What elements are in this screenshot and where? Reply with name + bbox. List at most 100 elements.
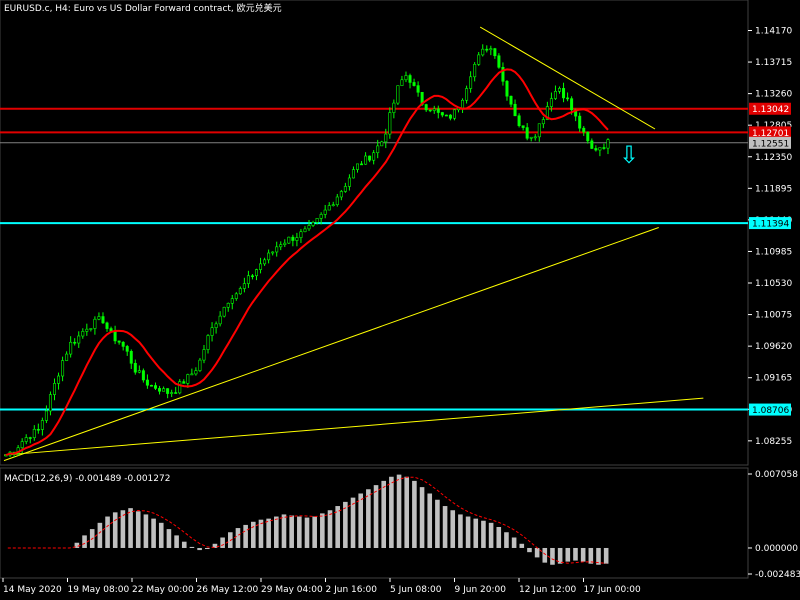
candle-body (154, 385, 158, 389)
candle-body (166, 388, 170, 394)
candle-body (473, 64, 477, 78)
candle-body (343, 186, 347, 192)
time-label: 19 May 08:00 (68, 585, 130, 595)
price-tick-label: 1.12350 (755, 153, 792, 163)
time-label: 9 Jun 20:00 (455, 585, 507, 595)
candle-body (267, 252, 271, 261)
trend-line (3, 227, 659, 462)
candle-body (541, 119, 545, 125)
price-badge (749, 136, 791, 149)
candle-body (170, 392, 174, 394)
candle-body (182, 381, 186, 384)
candle-body (210, 327, 214, 336)
candle-body (113, 331, 117, 342)
candle-body (339, 191, 343, 198)
price-badge-label: 1.12551 (752, 139, 789, 149)
time-label: 22 May 00:00 (132, 585, 194, 595)
candle-body (549, 98, 553, 107)
time-label: 17 Jun 00:00 (584, 585, 641, 595)
candle-body (194, 370, 198, 375)
price-badge (749, 126, 791, 139)
macd-tick-label: 0.000000 (755, 544, 798, 554)
candle-body (198, 359, 202, 371)
time-label: 29 May 04:00 (261, 585, 323, 595)
candles-group (4, 44, 610, 458)
candle-body (529, 136, 533, 139)
chart-title: EURUSD.c, H4: Euro vs US Dollar Forward … (4, 2, 282, 14)
candle-body (570, 98, 574, 111)
macd-histogram (7, 474, 609, 565)
macd-title: MACD(12,26,9) -0.001489 -0.001272 (4, 474, 170, 484)
candle-body (521, 125, 525, 128)
candle-body (218, 315, 222, 325)
candle-body (582, 127, 586, 133)
candle-body (234, 293, 238, 299)
candle-body (299, 231, 303, 238)
candle-body (428, 109, 432, 112)
price-tick-label: 1.14170 (755, 26, 792, 36)
time-label: 5 Jun 08:00 (390, 585, 442, 595)
candle-body (590, 140, 594, 149)
candle-body (505, 80, 509, 97)
candle-body (416, 85, 420, 93)
candle-body (452, 109, 456, 119)
candle-body (97, 316, 101, 320)
candle-body (444, 114, 448, 117)
price-badge-label: 1.08706 (752, 406, 789, 416)
candle-body (20, 441, 24, 449)
candle-body (384, 133, 388, 143)
candle-body (566, 97, 570, 100)
candle-body (242, 283, 246, 289)
price-tick-label: 1.09620 (755, 342, 792, 352)
candle-body (355, 163, 359, 170)
candle-body (137, 370, 141, 373)
candle-body (214, 323, 218, 328)
candle-body (509, 95, 513, 105)
candle-body (562, 88, 566, 99)
candle-body (485, 48, 489, 51)
candle-body (238, 288, 242, 295)
candle-body (497, 55, 501, 68)
candle-body (263, 259, 267, 265)
candle-body (347, 177, 351, 187)
candle-body (598, 147, 602, 151)
candle-body (412, 82, 416, 86)
candle-body (250, 275, 254, 278)
candle-body (477, 54, 481, 65)
candle-body (335, 196, 339, 206)
candle-body (32, 428, 36, 438)
candle-body (226, 302, 230, 308)
candle-body (545, 106, 549, 120)
candle-body (578, 115, 582, 129)
candle-body (533, 136, 537, 139)
candle-body (279, 244, 283, 248)
candle-body (331, 204, 335, 207)
down-arrow-icon: ⇩ (619, 141, 639, 169)
candle-body (553, 91, 557, 99)
candle-body (89, 328, 93, 330)
candle-body (65, 353, 69, 361)
time-label: 26 May 12:00 (197, 585, 259, 595)
candle-body (275, 246, 279, 253)
trend-line (3, 397, 704, 456)
candle-body (40, 420, 44, 430)
candle-body (323, 209, 327, 215)
price-badge-label: 1.12701 (752, 129, 789, 139)
price-badge-label: 1.11394 (752, 220, 789, 230)
candle-body (360, 163, 364, 166)
candle-body (158, 388, 162, 392)
price-tick-label: 1.13715 (755, 58, 792, 68)
candle-body (202, 349, 206, 361)
candle-body (537, 123, 541, 138)
candle-body (101, 316, 105, 324)
candle-body (259, 263, 263, 270)
price-badge (749, 102, 791, 115)
candle-body (594, 148, 598, 151)
price-badge (749, 403, 791, 416)
candle-body (424, 104, 428, 111)
candle-body (129, 351, 133, 364)
candle-body (174, 392, 178, 394)
candle-body (602, 147, 606, 149)
candle-body (513, 103, 517, 117)
